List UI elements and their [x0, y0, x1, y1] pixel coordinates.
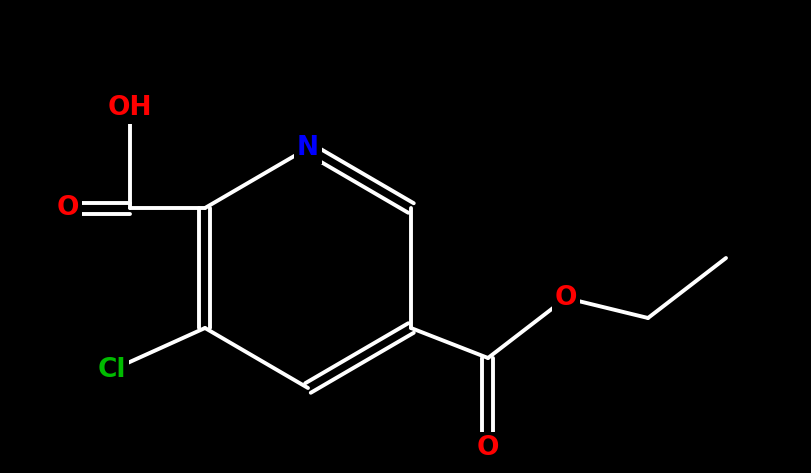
Text: N: N: [297, 135, 319, 161]
Text: OH: OH: [108, 95, 152, 121]
Text: Cl: Cl: [97, 357, 126, 383]
Text: O: O: [554, 285, 577, 311]
Text: O: O: [476, 435, 499, 461]
Text: O: O: [57, 195, 79, 221]
